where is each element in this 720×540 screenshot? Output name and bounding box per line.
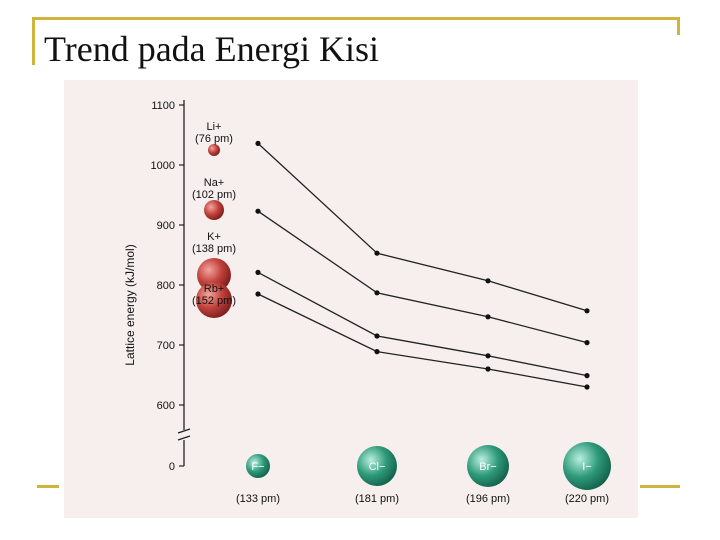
cation-sphere: [196, 282, 232, 318]
data-point: [584, 373, 590, 379]
data-point: [255, 208, 261, 214]
series-line: [257, 271, 588, 377]
cation-label: Na+: [204, 177, 225, 189]
data-point: [374, 349, 380, 355]
y-tick-label: 1000: [151, 160, 175, 172]
cation-radius-label: (138 pm): [192, 243, 236, 255]
y-tick-label: 900: [157, 220, 175, 232]
cation-radius-label: (102 pm): [192, 189, 236, 201]
series-line: [257, 142, 588, 312]
series-line: [257, 210, 588, 344]
data-point: [374, 250, 380, 256]
y-tick-label: 1100: [151, 100, 175, 112]
anion-sphere: [467, 445, 509, 487]
cation-label: Li+: [207, 121, 222, 133]
frame-left-border: [32, 17, 35, 65]
anion-sphere: [563, 442, 611, 490]
frame-bottom-right-border: [640, 485, 680, 488]
anion-label: F−: [251, 461, 264, 473]
data-point: [485, 366, 491, 372]
data-point: [584, 384, 590, 390]
anion-radius-label: (133 pm): [236, 493, 280, 505]
anion-label: I−: [582, 461, 591, 473]
y-tick-label: 600: [157, 400, 175, 412]
series-line: [257, 293, 588, 388]
anion-sphere: [246, 454, 270, 478]
cation-sphere: [204, 200, 224, 220]
frame-right-border: [677, 17, 680, 35]
y-axis-break-mark: [177, 435, 191, 441]
data-point: [485, 353, 491, 359]
cation-sphere: [197, 258, 231, 292]
cation-sphere: [208, 144, 220, 156]
cation-radius-label: (76 pm): [195, 133, 233, 145]
y-tick-label: 800: [157, 280, 175, 292]
y-tick-label: 700: [157, 340, 175, 352]
slide-title: Trend pada Energi Kisi: [44, 29, 379, 69]
data-point: [255, 291, 261, 297]
data-point: [485, 278, 491, 284]
cation-label: K+: [207, 231, 221, 243]
lattice-energy-chart: 0 600 700 800 900 1000 1100 Lattice energy (kJ/…: [123, 100, 611, 505]
data-point: [584, 308, 590, 314]
y-axis-label: Lattice energy (kJ/mol): [123, 244, 137, 365]
data-point: [485, 314, 491, 320]
anion-sphere: [357, 446, 397, 486]
data-point: [584, 340, 590, 346]
y-axis-break-mark: [177, 428, 191, 434]
anion-radius-label: (196 pm): [466, 493, 510, 505]
anion-radius-label: (181 pm): [355, 493, 399, 505]
anion-label: Cl−: [369, 461, 386, 473]
data-point: [374, 333, 380, 339]
lattice-energy-figure: 0 600 700 800 900 1000 1100 Lattice energy (kJ/…: [64, 80, 638, 518]
y-tick-label: 0: [169, 461, 175, 473]
anion-label: Br−: [479, 461, 496, 473]
anion-radius-label: (220 pm): [565, 493, 609, 505]
data-point: [255, 140, 261, 146]
data-point: [374, 290, 380, 296]
frame-bottom-left-border: [37, 485, 59, 488]
cation-label: Rb+: [204, 283, 225, 295]
cation-radius-label: (152 pm): [192, 295, 236, 307]
data-point: [255, 269, 261, 275]
frame-top-border: [32, 17, 677, 20]
